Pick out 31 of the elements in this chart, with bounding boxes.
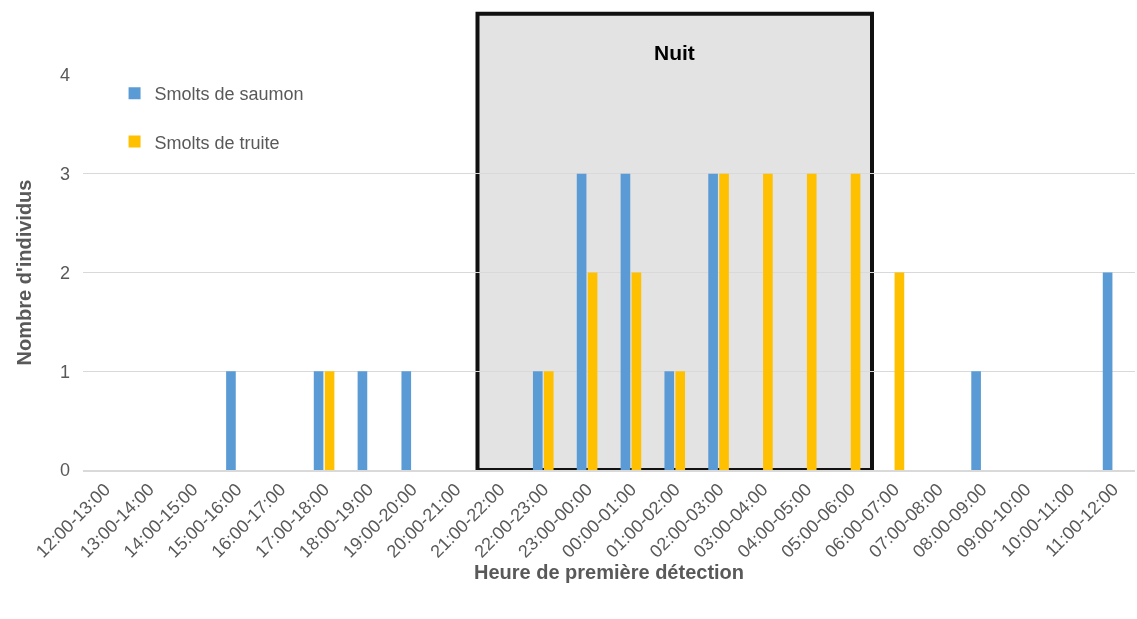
- bar: [675, 371, 686, 470]
- bar: [576, 173, 587, 470]
- bar: [401, 371, 412, 470]
- bar: [894, 272, 905, 470]
- bar: [324, 371, 335, 470]
- bar: [620, 173, 631, 470]
- band-label: Nuit: [654, 41, 695, 64]
- y-axis-title: Nombre d'individus: [13, 179, 36, 366]
- y-tick-label: 0: [59, 460, 70, 481]
- bar: [806, 173, 817, 470]
- bar: [543, 371, 554, 470]
- y-tick-label: 3: [59, 164, 70, 185]
- x-axis-title: Heure de première détection: [473, 561, 745, 584]
- bar: [763, 173, 773, 470]
- legend-label: Smolts de saumon: [154, 84, 304, 105]
- legend-label: Smolts de truite: [154, 132, 280, 153]
- bar: [587, 272, 598, 470]
- bar: [708, 173, 718, 470]
- bar: [532, 371, 543, 470]
- bar: [971, 371, 981, 470]
- bar: [226, 371, 236, 470]
- y-tick-label: 4: [59, 65, 70, 86]
- bar: [357, 371, 368, 470]
- bar: [631, 272, 642, 470]
- bar: [1102, 272, 1113, 470]
- bar: [719, 173, 729, 470]
- y-tick-label: 1: [59, 361, 70, 382]
- bar: [313, 371, 324, 470]
- bar: [850, 173, 861, 470]
- y-tick-label: 2: [59, 262, 70, 283]
- bar: [664, 371, 675, 470]
